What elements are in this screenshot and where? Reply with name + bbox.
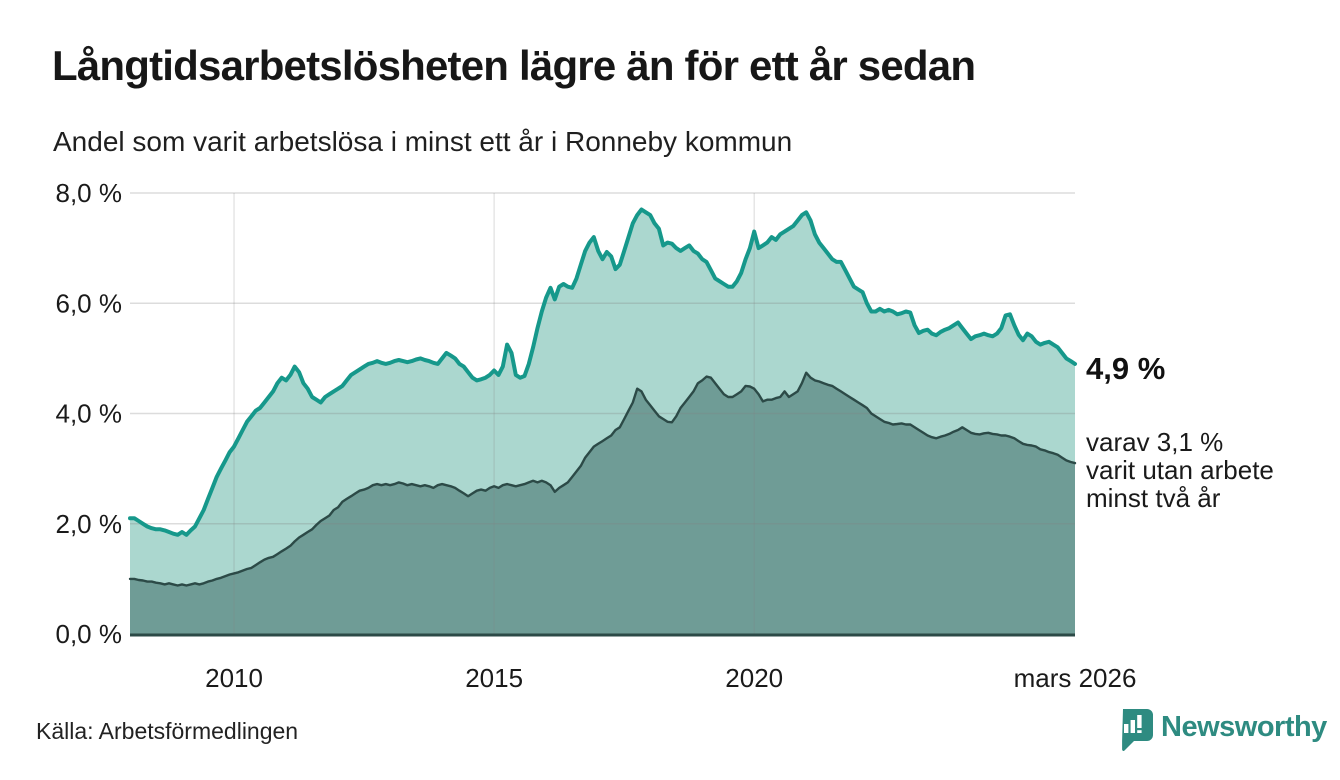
chart-subtitle: Andel som varit arbetslösa i minst ett å…	[53, 126, 793, 157]
brand-name: Newsworthy	[1161, 711, 1327, 743]
source-label: Källa: Arbetsförmedlingen	[36, 718, 299, 744]
x-axis-label: 2015	[465, 663, 523, 693]
y-axis-label: 8,0 %	[56, 178, 123, 208]
x-axis-label: 2020	[725, 663, 783, 693]
note-line-2: varit utan arbete	[1086, 455, 1274, 485]
note-line-1: varav 3,1 %	[1086, 427, 1224, 457]
y-axis-label: 4,0 %	[56, 399, 123, 429]
y-axis-label: 0,0 %	[56, 619, 123, 649]
newsworthy-logo[interactable]: Newsworthy	[1117, 709, 1327, 752]
note-line-3: minst två år	[1086, 483, 1221, 513]
newsworthy-logo-icon	[1122, 709, 1153, 751]
y-axis-label: 6,0 %	[56, 288, 123, 318]
series-note-label: varav 3,1 % varit utan arbete minst två …	[1086, 428, 1274, 512]
x-axis-label: mars 2026	[1014, 663, 1137, 693]
series-line-1	[128, 371, 1077, 587]
series-line-0	[128, 207, 1077, 537]
y-axis-label: 2,0 %	[56, 509, 123, 539]
series-end-value-label: 4,9 %	[1086, 351, 1166, 386]
series-area-1	[130, 372, 1075, 634]
x-axis-label: 2010	[205, 663, 263, 693]
page-title: Långtidsarbetslösheten lägre än för ett …	[52, 42, 976, 89]
